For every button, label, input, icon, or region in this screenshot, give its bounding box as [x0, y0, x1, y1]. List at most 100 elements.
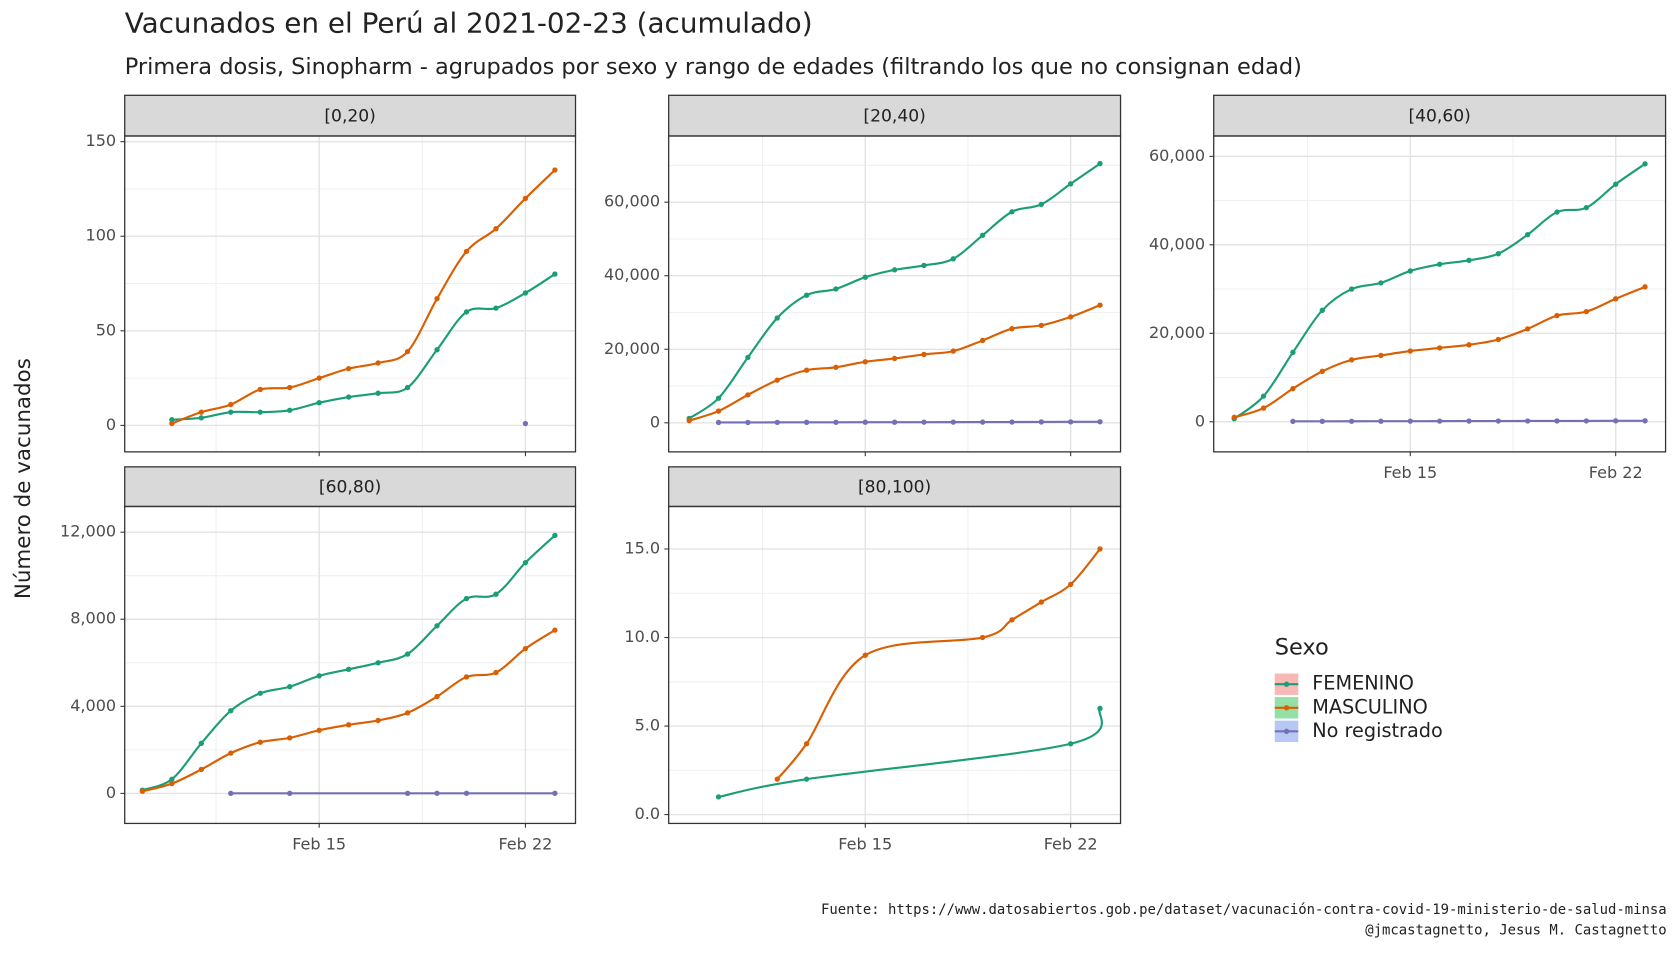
data-point: [1348, 286, 1355, 292]
strip-label: [0,20): [324, 107, 376, 127]
data-point: [803, 367, 810, 373]
y-tick-label: 0: [106, 783, 116, 802]
data-point: [404, 790, 411, 796]
panel-border: [1213, 135, 1667, 453]
data-point: [375, 360, 381, 366]
data-point: [287, 790, 293, 797]
data-point: [1097, 302, 1103, 308]
data-point: [522, 420, 529, 427]
legend-label: MASCULINO: [1312, 695, 1428, 718]
data-point: [950, 419, 956, 425]
data-point: [198, 766, 204, 773]
data-point: [1067, 419, 1074, 425]
data-point: [1583, 308, 1590, 315]
strip-label: [60,80): [319, 478, 381, 498]
data-point: [1466, 342, 1472, 348]
trend-line: [171, 169, 556, 425]
data-point: [774, 776, 780, 782]
data-point: [493, 225, 499, 232]
y-tick-label: 40,000: [604, 265, 660, 284]
data-point: [1524, 418, 1531, 424]
chart-title: Vacunados en el Perú al 2021-02-23 (acum…: [125, 7, 813, 40]
data-point: [345, 666, 352, 672]
y-tick-label: 20,000: [604, 339, 660, 358]
legend-key-point: [1283, 681, 1290, 687]
data-point: [316, 673, 322, 679]
data-point: [1642, 284, 1648, 290]
data-point: [552, 271, 558, 277]
data-point: [1038, 599, 1044, 605]
data-point: [522, 559, 529, 566]
data-point: [345, 722, 352, 728]
data-point: [552, 167, 558, 173]
data-point: [169, 776, 175, 782]
data-point: [1319, 307, 1325, 313]
data-point: [1348, 357, 1355, 363]
data-point: [1466, 257, 1472, 263]
data-point: [434, 693, 440, 700]
data-point: [686, 417, 692, 424]
data-point: [950, 256, 956, 262]
data-point: [979, 232, 986, 238]
data-point: [493, 305, 499, 311]
data-point: [891, 419, 898, 425]
x-tick-label: Feb 15: [292, 834, 346, 853]
data-point: [1495, 418, 1502, 424]
data-point: [921, 262, 927, 269]
data-point: [169, 417, 175, 423]
panel-border: [124, 135, 577, 453]
y-tick-label: 10.0: [624, 627, 660, 646]
data-point: [1642, 161, 1648, 167]
y-tick-label: 20,000: [1149, 323, 1205, 342]
data-point: [891, 267, 898, 273]
data-point: [979, 634, 986, 641]
data-point: [434, 790, 440, 796]
data-point: [463, 309, 470, 315]
y-tick-label: 50: [96, 320, 116, 339]
data-point: [434, 623, 440, 629]
data-point: [1407, 348, 1413, 354]
strip: [668, 94, 1122, 137]
data-point: [1495, 336, 1502, 343]
data-point: [833, 419, 839, 425]
y-tick-label: 0.0: [635, 804, 661, 823]
data-point: [1583, 204, 1590, 211]
data-point: [979, 419, 986, 425]
data-point: [1642, 418, 1648, 424]
chart-subtitle: Primera dosis, Sinopharm - agrupados por…: [125, 54, 1302, 80]
data-point: [198, 409, 204, 415]
data-point: [1038, 322, 1044, 329]
data-point: [1554, 418, 1560, 424]
data-point: [774, 377, 780, 383]
panel-border: [668, 135, 1122, 453]
data-point: [1466, 418, 1472, 424]
panel-background: [1213, 135, 1666, 452]
data-point: [404, 348, 411, 355]
data-point: [1524, 231, 1531, 238]
legend-label: FEMENINO: [1312, 672, 1414, 695]
data-point: [139, 788, 146, 794]
data-point: [228, 790, 234, 797]
data-point: [1290, 385, 1296, 392]
data-point: [404, 651, 411, 657]
data-point: [1009, 326, 1015, 332]
data-point: [1009, 209, 1015, 215]
data-point: [745, 354, 751, 361]
data-point: [1231, 414, 1237, 421]
data-point: [493, 669, 499, 676]
legend-title: Sexo: [1275, 634, 1329, 660]
data-point: [1260, 405, 1267, 411]
data-point: [228, 750, 234, 756]
data-point: [1524, 326, 1531, 332]
data-point: [1554, 312, 1560, 319]
data-point: [1097, 705, 1103, 712]
y-tick-label: 150: [86, 131, 117, 150]
data-point: [1436, 418, 1443, 424]
data-point: [316, 727, 322, 733]
y-tick-label: 60,000: [1149, 146, 1205, 165]
data-point: [1319, 418, 1325, 424]
data-point: [715, 395, 722, 401]
data-point: [1097, 546, 1103, 552]
y-tick-label: 0: [1195, 411, 1205, 430]
data-point: [803, 419, 810, 425]
